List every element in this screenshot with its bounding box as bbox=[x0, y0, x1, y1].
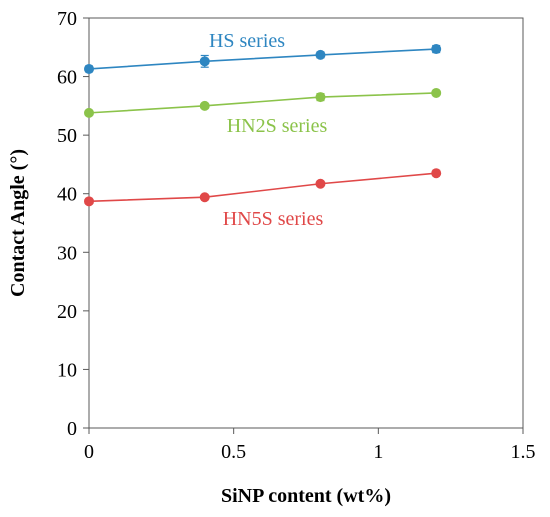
data-point bbox=[315, 178, 326, 189]
data-point bbox=[84, 196, 94, 207]
data-point bbox=[199, 100, 210, 111]
plot-area bbox=[88, 17, 524, 429]
y-tick-label: 0 bbox=[67, 418, 77, 440]
y-tick-label: 30 bbox=[57, 242, 77, 264]
x-axis-title: SiNP content (wt%) bbox=[221, 485, 391, 507]
y-tick-label: 40 bbox=[57, 184, 77, 206]
x-tick-label: 0 bbox=[84, 441, 94, 463]
series-layer bbox=[84, 44, 442, 207]
series-label: HS series bbox=[209, 30, 285, 52]
series-2 bbox=[84, 87, 442, 118]
series-label: HN2S series bbox=[227, 115, 328, 137]
data-point bbox=[431, 168, 442, 179]
data-point bbox=[315, 92, 326, 103]
data-point bbox=[84, 107, 94, 118]
y-tick-label: 60 bbox=[57, 67, 77, 89]
y-axis-title: Contact Angle (°) bbox=[7, 149, 29, 297]
series-line bbox=[88, 172, 437, 203]
y-tick-label: 70 bbox=[57, 8, 77, 30]
y-axis-ticks: 0 10 20 30 40 50 60 70 bbox=[57, 8, 89, 440]
data-point bbox=[199, 192, 210, 203]
x-axis-ticks: 0 0.5 1 1.5 bbox=[84, 428, 536, 463]
series-line bbox=[88, 48, 437, 70]
x-tick-label: 1.5 bbox=[511, 441, 536, 463]
data-point bbox=[199, 56, 210, 67]
plot-frame bbox=[88, 17, 524, 429]
y-tick-label: 50 bbox=[57, 125, 77, 147]
data-point bbox=[431, 44, 442, 55]
series-3 bbox=[84, 168, 442, 207]
data-point bbox=[84, 63, 94, 74]
x-tick-label: 1 bbox=[373, 441, 383, 463]
x-tick-label: 0.5 bbox=[221, 441, 246, 463]
series-label: HN5S series bbox=[223, 208, 324, 230]
y-tick-label: 10 bbox=[57, 359, 77, 381]
data-point bbox=[315, 49, 326, 60]
series-1 bbox=[84, 44, 442, 74]
data-point bbox=[431, 87, 442, 98]
series-labels: HS series HN2S series HN5S series bbox=[209, 30, 328, 230]
series-line bbox=[88, 92, 437, 114]
y-tick-label: 20 bbox=[57, 301, 77, 323]
